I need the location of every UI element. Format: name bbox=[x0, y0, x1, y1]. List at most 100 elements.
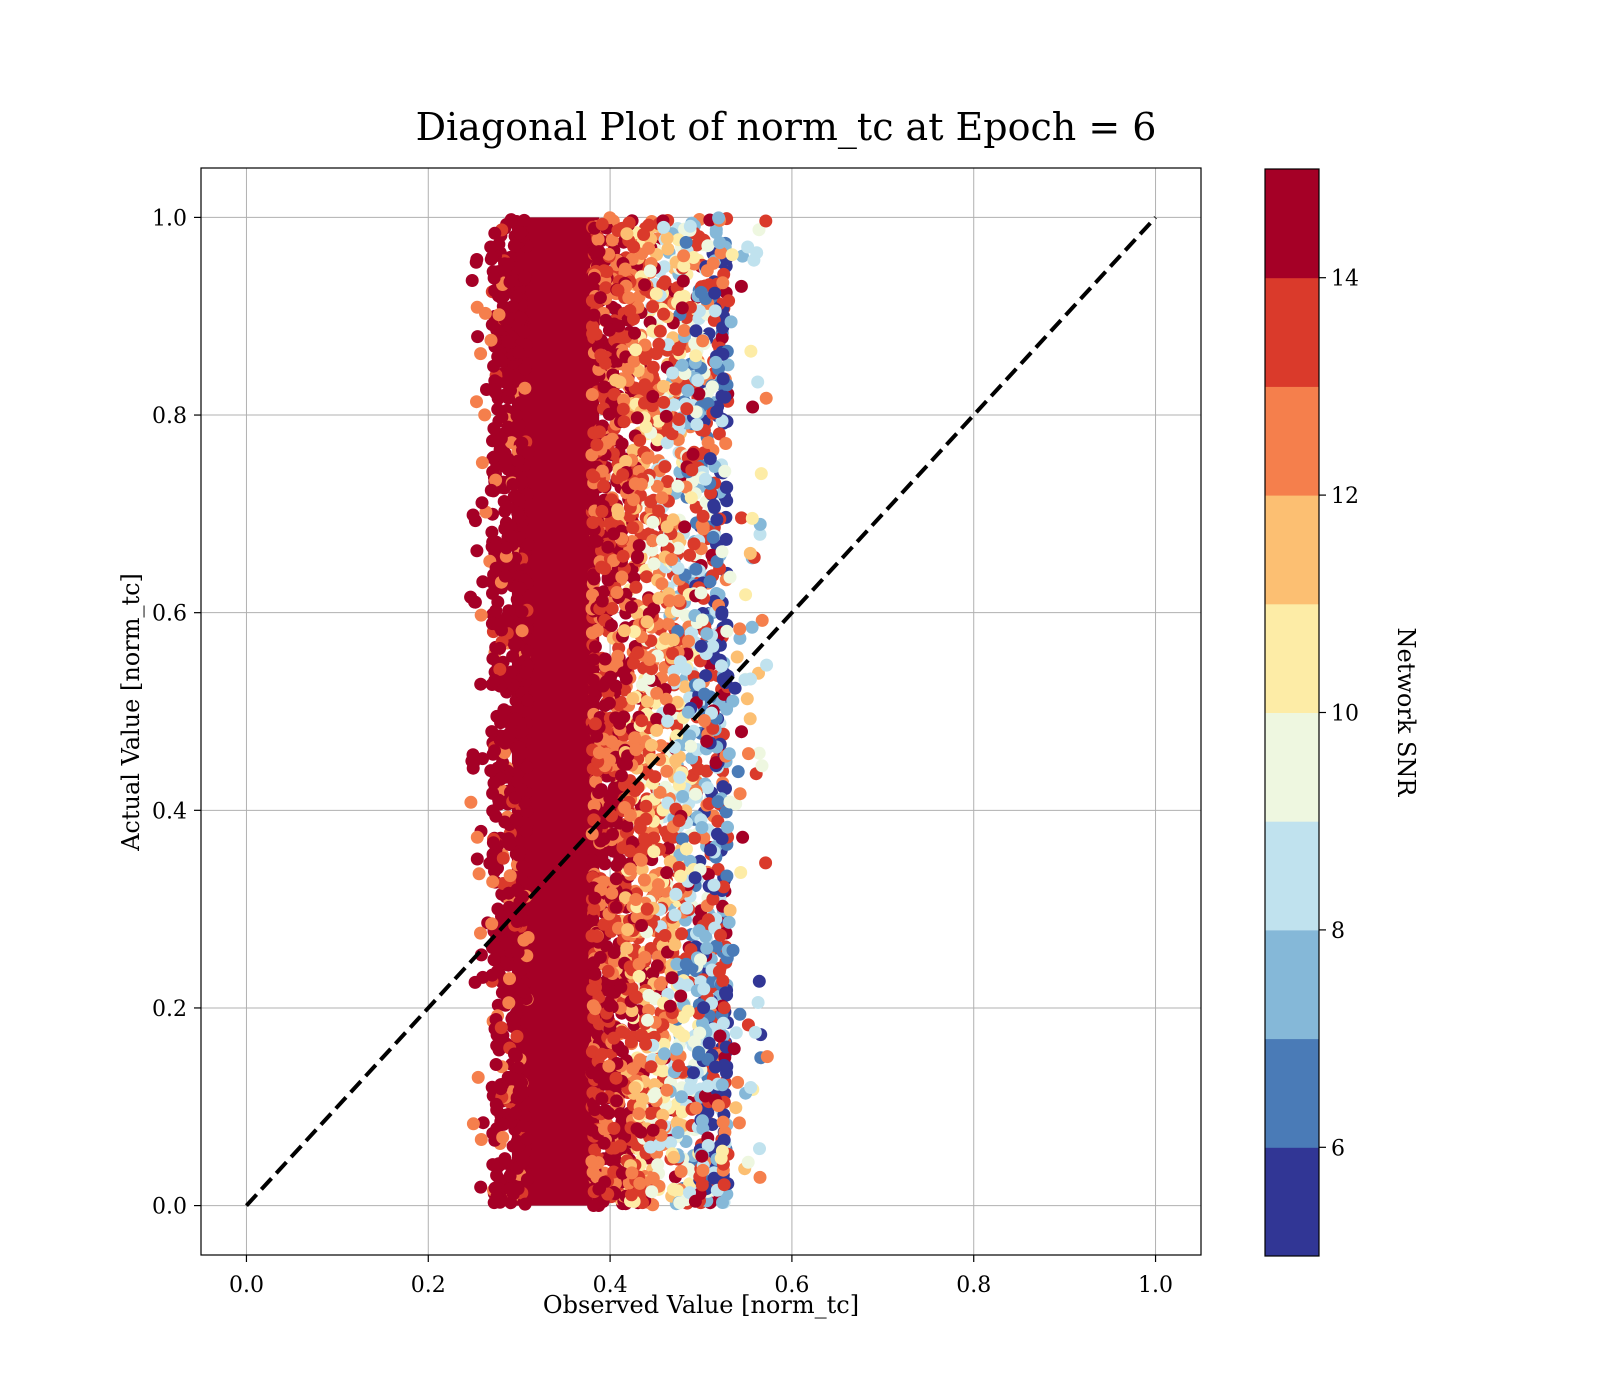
scatter-point bbox=[617, 415, 631, 429]
scatter-point bbox=[677, 1029, 691, 1043]
scatter-point bbox=[700, 941, 714, 955]
scatter-point bbox=[644, 1140, 657, 1154]
scatter-point bbox=[508, 1106, 522, 1120]
scatter-point bbox=[666, 513, 680, 527]
scatter-point bbox=[731, 1075, 745, 1089]
scatter-point bbox=[603, 999, 617, 1013]
scatter-point bbox=[696, 1163, 710, 1177]
scatter-point bbox=[585, 1154, 599, 1168]
scatter-point bbox=[692, 924, 706, 938]
scatter-point bbox=[587, 799, 601, 813]
scatter-point bbox=[684, 1080, 697, 1094]
scatter-point bbox=[472, 867, 486, 881]
scatter-point bbox=[512, 848, 526, 862]
scatter-point bbox=[717, 880, 731, 894]
scatter-point bbox=[511, 945, 525, 959]
scatter-point bbox=[671, 343, 685, 357]
scatter-point bbox=[751, 375, 765, 389]
y-tick-label: 0.2 bbox=[152, 997, 187, 1022]
scatter-point bbox=[607, 387, 621, 401]
scatter-point bbox=[521, 693, 534, 707]
scatter-point bbox=[602, 1059, 616, 1073]
scatter-point bbox=[489, 473, 503, 487]
scatter-point bbox=[518, 270, 532, 284]
scatter-point bbox=[517, 1085, 531, 1099]
scatter-point bbox=[719, 805, 733, 819]
scatter-point bbox=[499, 937, 513, 951]
scatter-point bbox=[486, 786, 500, 800]
scatter-point bbox=[666, 366, 680, 380]
scatter-point bbox=[656, 379, 670, 393]
scatter-point bbox=[759, 214, 773, 228]
scatter-point bbox=[586, 588, 599, 602]
scatter-point bbox=[495, 909, 508, 923]
scatter-point bbox=[688, 831, 701, 845]
scatter-point bbox=[697, 831, 711, 845]
scatter-point bbox=[711, 814, 725, 828]
reference-diagonal-line bbox=[244, 216, 1158, 1207]
scatter-point bbox=[684, 491, 698, 505]
scatter-point bbox=[676, 832, 689, 846]
scatter-point bbox=[733, 622, 747, 636]
scatter-point bbox=[504, 665, 518, 679]
scatter-point bbox=[675, 1090, 688, 1104]
scatter-point bbox=[650, 686, 664, 700]
scatter-point bbox=[586, 403, 600, 417]
scatter-point bbox=[744, 1081, 758, 1094]
scatter-point bbox=[512, 418, 526, 432]
scatter-point bbox=[657, 220, 671, 234]
x-axis-ticks: 0.0 0.2 0.4 0.6 0.8 1.0 bbox=[229, 1255, 1173, 1298]
scatter-point bbox=[646, 1090, 660, 1104]
scatter-point bbox=[504, 726, 517, 740]
scatter-point bbox=[513, 226, 527, 240]
scatter-point bbox=[640, 694, 654, 708]
scatter-point bbox=[733, 787, 747, 801]
scatter-point bbox=[644, 1106, 658, 1120]
scatter-point bbox=[620, 227, 634, 241]
scatter-point bbox=[517, 213, 531, 227]
scatter-point bbox=[487, 1196, 501, 1210]
scatter-point bbox=[590, 534, 603, 548]
scatter-point bbox=[475, 456, 489, 470]
scatter-point bbox=[503, 1169, 517, 1183]
scatter-point bbox=[760, 658, 774, 672]
scatter-point bbox=[634, 853, 648, 867]
x-tick-label: 0.8 bbox=[956, 1273, 991, 1298]
scatter-point bbox=[651, 878, 665, 892]
scatter-point bbox=[646, 300, 660, 314]
scatter-point bbox=[515, 983, 529, 996]
scatter-point bbox=[683, 548, 697, 562]
scatter-point bbox=[593, 291, 607, 305]
scatter-point bbox=[484, 252, 498, 266]
scatter-point bbox=[755, 613, 769, 627]
scatter-point bbox=[682, 634, 695, 648]
scatter-point bbox=[753, 527, 767, 541]
scatter-point bbox=[514, 311, 528, 325]
scatter-point bbox=[468, 975, 482, 989]
scatter-point bbox=[689, 324, 703, 338]
scatter-point bbox=[471, 1070, 485, 1084]
scatter-point bbox=[644, 1060, 658, 1074]
scatter-point bbox=[661, 617, 675, 631]
scatter-point bbox=[653, 785, 667, 799]
scatter-point bbox=[704, 843, 717, 857]
scatter-point bbox=[728, 681, 742, 695]
scatter-point bbox=[494, 1021, 508, 1035]
scatter-point bbox=[623, 862, 637, 876]
scatter-point bbox=[615, 437, 629, 451]
scatter-point bbox=[656, 1108, 670, 1122]
scatter-point bbox=[491, 350, 505, 364]
colorbar-tick-label: 8 bbox=[1331, 919, 1345, 944]
scatter-point bbox=[658, 460, 672, 474]
scatter-point bbox=[518, 362, 532, 376]
scatter-point bbox=[502, 367, 516, 381]
colorbar-label: Network SNR bbox=[1392, 628, 1420, 798]
colorbar-tick-label: 10 bbox=[1331, 702, 1359, 727]
scatter-point bbox=[709, 355, 723, 369]
scatter-point bbox=[488, 226, 502, 240]
colorbar-segment bbox=[1265, 821, 1319, 931]
scatter-point bbox=[631, 646, 645, 660]
scatter-point bbox=[471, 330, 485, 344]
scatter-point bbox=[597, 917, 611, 931]
scatter-point bbox=[714, 1151, 728, 1165]
